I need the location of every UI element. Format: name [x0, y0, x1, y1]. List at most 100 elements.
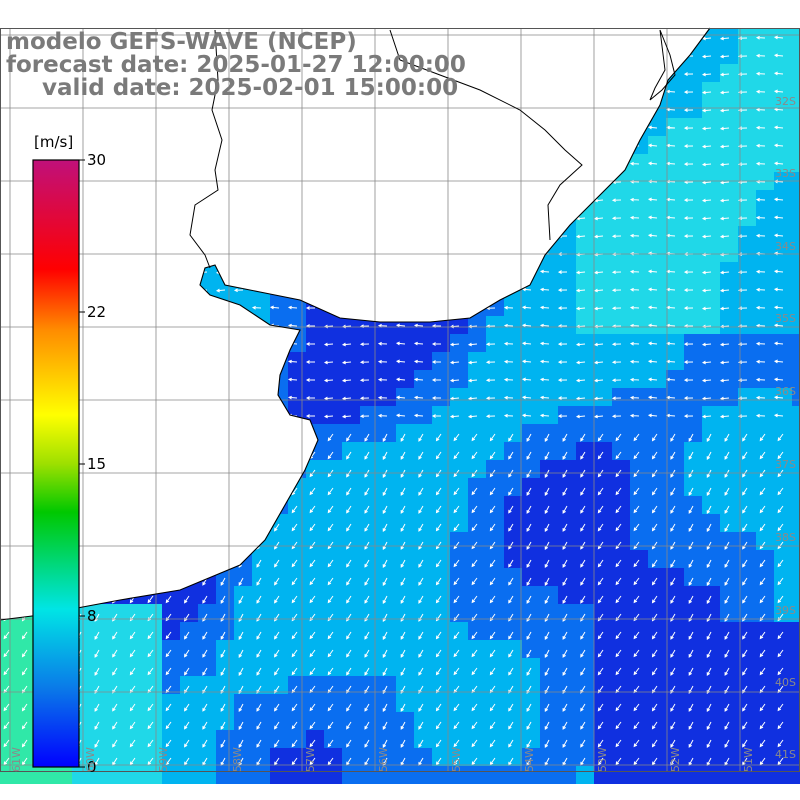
sea-cell — [234, 550, 252, 568]
wind-arrow — [327, 451, 334, 460]
sea-cell — [540, 82, 558, 100]
sea-cell — [576, 622, 594, 640]
wind-arrow — [557, 270, 568, 274]
sea-cell — [720, 478, 738, 496]
sea-cell — [450, 532, 468, 550]
wind-arrow — [94, 541, 100, 550]
sea-cell — [792, 64, 800, 82]
sea-cell — [522, 568, 540, 586]
sea-cell — [540, 388, 558, 406]
sea-cell — [108, 496, 126, 514]
wind-arrow — [323, 198, 334, 203]
wind-arrow — [179, 342, 189, 346]
sea-cell — [0, 766, 18, 784]
sea-cell — [270, 100, 288, 118]
sea-cell — [0, 298, 18, 316]
sea-cell — [72, 118, 90, 136]
sea-cell — [144, 532, 162, 550]
lon-label-55w: 55W — [450, 747, 463, 772]
sea-cell — [108, 352, 126, 370]
sea-cell — [378, 208, 396, 226]
sea-cell — [270, 208, 288, 226]
sea-cell — [180, 478, 198, 496]
wind-arrow — [359, 144, 370, 149]
wind-arrow — [291, 613, 298, 622]
sea-cell — [126, 496, 144, 514]
sea-cell — [378, 370, 396, 388]
sea-cell — [522, 208, 540, 226]
sea-cell — [522, 82, 540, 100]
sea-cell — [486, 658, 504, 676]
sea-cell — [216, 550, 234, 568]
wind-arrow — [346, 703, 352, 712]
wind-arrow — [202, 505, 208, 514]
wind-arrow — [719, 72, 730, 77]
wind-arrow — [165, 505, 172, 514]
wind-arrow — [719, 198, 730, 203]
wind-arrow — [615, 739, 622, 748]
wind-arrow — [755, 341, 766, 346]
sea-cell — [738, 478, 756, 496]
wind-arrow — [521, 125, 532, 130]
wind-arrow — [449, 252, 460, 257]
wind-arrow — [161, 107, 172, 112]
sea-cell — [576, 712, 594, 730]
wind-arrow — [431, 306, 441, 310]
wind-arrow — [238, 451, 244, 461]
sea-cell — [108, 424, 126, 442]
sea-cell — [558, 46, 576, 64]
wind-arrow — [3, 451, 10, 460]
wind-arrow — [197, 360, 208, 365]
sea-cell — [162, 262, 180, 280]
wind-arrow — [418, 667, 424, 676]
wind-arrow — [413, 287, 424, 292]
sea-cell — [702, 640, 720, 658]
wind-arrow — [89, 144, 100, 149]
sea-cell — [270, 550, 288, 568]
sea-cell — [612, 676, 630, 694]
wind-arrow — [220, 469, 226, 478]
sea-cell — [396, 424, 414, 442]
sea-cell — [774, 496, 792, 514]
sea-cell — [108, 154, 126, 172]
wind-arrow — [395, 125, 406, 130]
wind-arrow — [544, 433, 550, 443]
wind-arrow — [670, 631, 676, 640]
wind-arrow — [341, 180, 352, 185]
wind-arrow — [719, 396, 730, 401]
sea-cell — [630, 748, 648, 766]
sea-cell — [216, 208, 234, 226]
wind-arrow — [323, 144, 334, 149]
sea-cell — [414, 298, 432, 316]
sea-cell — [216, 496, 234, 514]
wind-arrow — [759, 649, 766, 658]
wind-arrow — [773, 269, 784, 274]
sea-cell — [486, 640, 504, 658]
wind-arrow — [629, 359, 640, 364]
wind-arrow — [165, 487, 172, 496]
wind-arrow — [742, 577, 748, 586]
wind-arrow — [688, 541, 694, 550]
sea-cell — [144, 676, 162, 694]
sea-cell — [774, 136, 792, 154]
wind-arrow — [395, 287, 406, 292]
wind-arrow — [269, 377, 280, 382]
sea-cell — [522, 478, 540, 496]
wind-arrow — [129, 433, 136, 442]
sea-cell — [126, 694, 144, 712]
sea-cell — [792, 298, 800, 316]
wind-arrow — [701, 270, 712, 275]
wind-arrow — [773, 35, 784, 40]
sea-cell — [738, 442, 756, 460]
sea-cell — [558, 424, 576, 442]
sea-cell — [486, 316, 504, 334]
sea-cell — [720, 676, 738, 694]
sea-cell — [684, 226, 702, 244]
sea-cell — [162, 712, 180, 730]
wind-arrow — [611, 90, 622, 95]
wind-arrow — [233, 126, 244, 131]
sea-cell — [162, 280, 180, 298]
sea-cell — [108, 244, 126, 262]
wind-arrow — [0, 233, 10, 238]
sea-cell — [288, 730, 306, 748]
